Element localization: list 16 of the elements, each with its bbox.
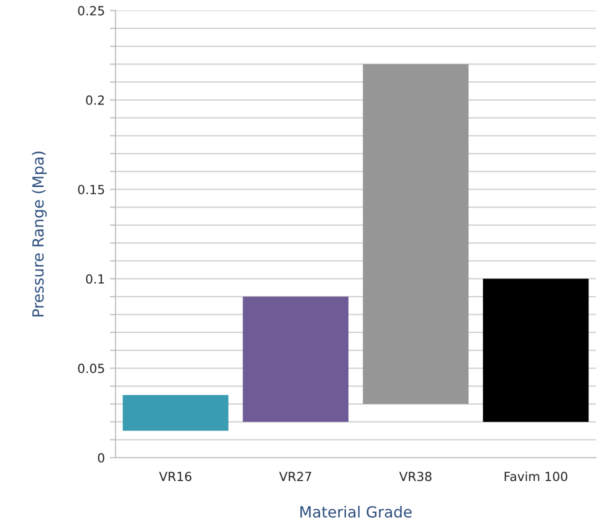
- bar: [482, 278, 589, 422]
- x-tick-label: Favim 100: [504, 472, 568, 482]
- bar: [242, 296, 348, 422]
- y-tick-label: 0.2: [86, 95, 104, 105]
- bar: [362, 64, 469, 404]
- x-axis-title: Material Grade: [300, 506, 412, 518]
- y-tick-label: 0.15: [78, 184, 104, 194]
- y-tick-label: 0.1: [86, 274, 104, 284]
- y-tick-label: 0: [98, 453, 104, 463]
- x-tick-label: VR38: [399, 472, 432, 482]
- bar: [122, 395, 228, 431]
- x-tick-label: VR16: [159, 472, 192, 482]
- y-tick-label: 0.05: [78, 364, 104, 374]
- x-tick-label: VR27: [279, 472, 312, 482]
- y-tick-label: 0.25: [78, 6, 104, 16]
- y-axis-title: Pressure Range (Mpa): [32, 152, 47, 316]
